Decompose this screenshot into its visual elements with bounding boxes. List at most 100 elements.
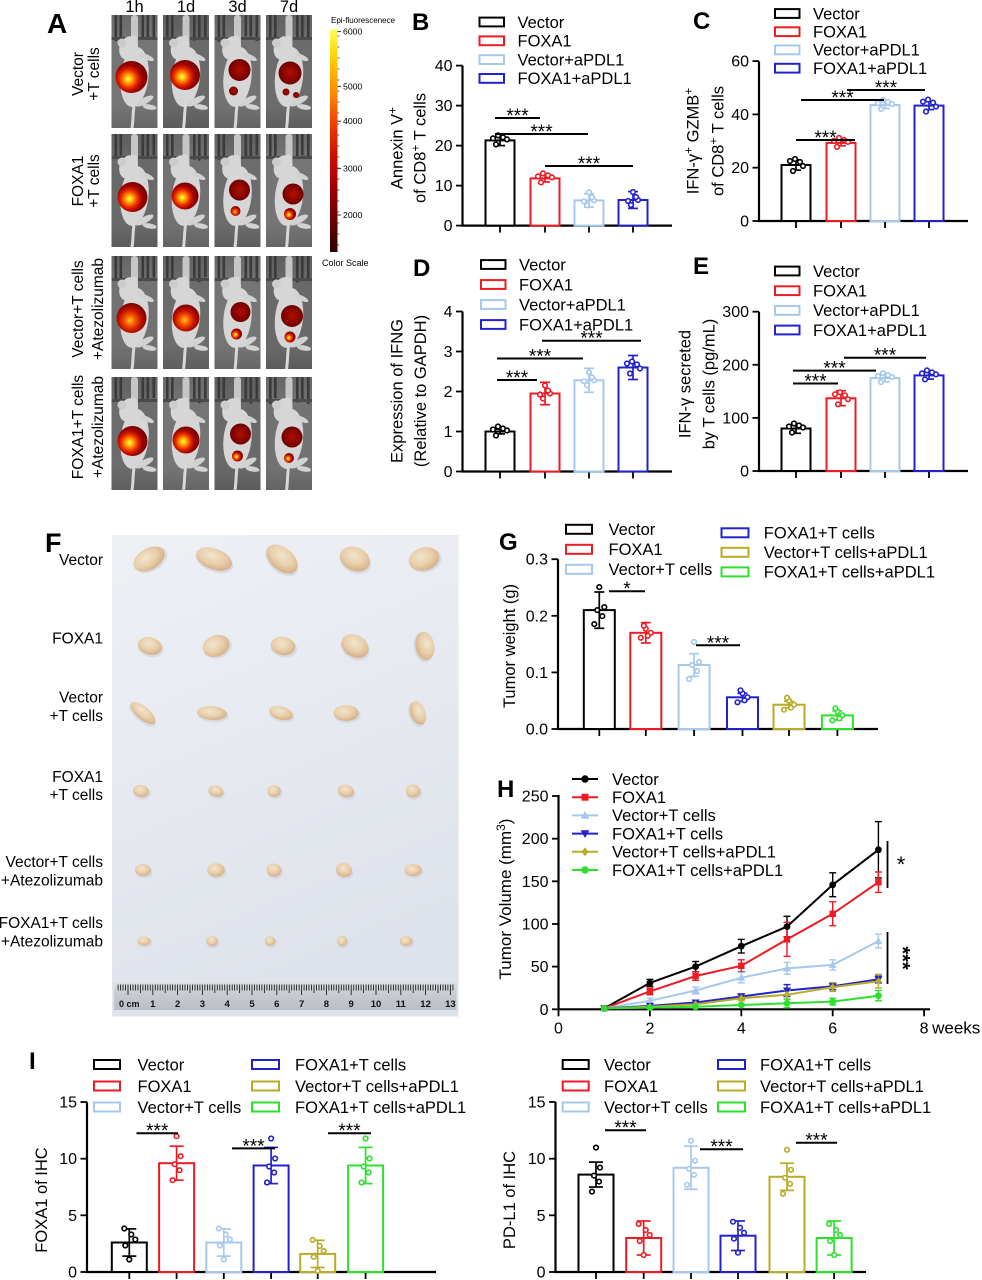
svg-text:***: *** <box>804 372 827 393</box>
svg-text:FOXA1+aPDL1: FOXA1+aPDL1 <box>813 322 927 340</box>
svg-text:***: *** <box>875 78 898 99</box>
svg-text:FOXA1: FOXA1 <box>604 1078 658 1096</box>
svg-text:FOXA1: FOXA1 <box>518 33 572 51</box>
svg-text:Vector+T cells+aPDL1: Vector+T cells+aPDL1 <box>295 1078 459 1096</box>
svg-text:Vector: Vector <box>813 263 860 281</box>
svg-text:20: 20 <box>731 160 749 177</box>
svg-text:+T cells: +T cells <box>49 787 103 804</box>
svg-text:Expression of IFNG: Expression of IFNG <box>389 319 407 463</box>
svg-text:I: I <box>29 1048 36 1075</box>
svg-text:0.0: 0.0 <box>526 722 548 739</box>
svg-text:FOXA1+T cells+aPDL1: FOXA1+T cells+aPDL1 <box>295 1099 466 1117</box>
svg-text:Vector+aPDL1: Vector+aPDL1 <box>519 296 626 314</box>
svg-text:Vector+T cells+aPDL1: Vector+T cells+aPDL1 <box>760 1078 924 1096</box>
svg-text:60: 60 <box>731 54 749 71</box>
svg-text:Vector+aPDL1: Vector+aPDL1 <box>518 51 625 69</box>
svg-text:E: E <box>693 253 709 280</box>
svg-text:2: 2 <box>444 384 453 401</box>
svg-text:A: A <box>47 8 67 39</box>
svg-text:G: G <box>499 529 518 556</box>
svg-text:Vector: Vector <box>519 256 566 274</box>
svg-text:Vector+T cells+aPDL1: Vector+T cells+aPDL1 <box>612 844 776 862</box>
svg-text:weeks: weeks <box>931 1018 980 1037</box>
svg-text:7: 7 <box>299 999 304 1010</box>
svg-text:3: 3 <box>444 344 453 361</box>
svg-text:PD-L1 of IHC: PD-L1 of IHC <box>501 1151 519 1249</box>
svg-text:***: *** <box>823 359 846 380</box>
svg-text:4: 4 <box>737 1020 746 1037</box>
svg-text:0.1: 0.1 <box>526 665 548 682</box>
svg-text:***: *** <box>338 1121 361 1142</box>
svg-text:FOXA1: FOXA1 <box>813 283 867 301</box>
svg-text:Vector+T cells: Vector+T cells <box>604 1099 708 1117</box>
svg-text:2000: 2000 <box>343 210 362 220</box>
svg-text:FOXA1+T cells: FOXA1+T cells <box>612 825 723 843</box>
svg-text:+T cells: +T cells <box>49 708 103 725</box>
svg-text:FOXA1+T cells: FOXA1+T cells <box>0 915 103 932</box>
svg-text:***: *** <box>805 1131 828 1152</box>
svg-text:Vector: Vector <box>612 771 659 789</box>
svg-text:100: 100 <box>522 917 549 934</box>
svg-text:FOXA1+T cells+aPDL1: FOXA1+T cells+aPDL1 <box>764 564 935 582</box>
svg-text:FOXA1: FOXA1 <box>52 769 103 786</box>
svg-text:10: 10 <box>528 1151 546 1168</box>
svg-text:2: 2 <box>175 999 180 1010</box>
svg-text:+Atezolizumab: +Atezolizumab <box>90 258 107 360</box>
svg-text:200: 200 <box>722 357 749 374</box>
svg-text:Vector: Vector <box>59 552 103 569</box>
svg-text:FOXA1+aPDL1: FOXA1+aPDL1 <box>518 70 632 88</box>
svg-text:FOXA1+T cells: FOXA1+T cells <box>70 375 87 480</box>
svg-text:FOXA1+aPDL1: FOXA1+aPDL1 <box>813 60 927 78</box>
svg-text:Vector+T cells: Vector+T cells <box>609 561 713 579</box>
svg-text:1h: 1h <box>125 0 143 16</box>
svg-text:0: 0 <box>554 1020 563 1037</box>
svg-text:1d: 1d <box>177 0 195 16</box>
svg-text:Tumor weight (g): Tumor weight (g) <box>501 584 519 708</box>
svg-text:0 cm: 0 cm <box>119 999 140 1009</box>
svg-text:6: 6 <box>274 999 279 1010</box>
svg-text:10: 10 <box>435 178 453 195</box>
svg-text:FOXA1: FOXA1 <box>813 24 867 42</box>
svg-text:Annexin V+: Annexin V+ <box>386 107 407 189</box>
svg-text:5: 5 <box>68 1208 77 1225</box>
svg-text:D: D <box>413 255 430 282</box>
svg-text:5: 5 <box>249 999 255 1010</box>
svg-text:FOXA1: FOXA1 <box>612 789 666 807</box>
svg-text:FOXA1+T cells+aPDL1: FOXA1+T cells+aPDL1 <box>612 862 783 880</box>
svg-text:IFN-γ+ GZMB+: IFN-γ+ GZMB+ <box>682 88 703 195</box>
svg-text:6: 6 <box>828 1020 837 1037</box>
svg-text:***: *** <box>707 633 730 654</box>
svg-text:3d: 3d <box>228 0 246 16</box>
svg-text:***: *** <box>529 347 552 368</box>
svg-text:50: 50 <box>531 959 549 976</box>
svg-text:3000: 3000 <box>343 164 362 174</box>
svg-text:0: 0 <box>68 1265 77 1280</box>
svg-text:Vector: Vector <box>70 52 87 96</box>
svg-text:of CD8+ T cells: of CD8+ T cells <box>707 86 728 196</box>
svg-text:300: 300 <box>722 304 749 321</box>
svg-text:5000: 5000 <box>343 81 362 91</box>
svg-text:20: 20 <box>435 138 453 155</box>
svg-text:Color Scale: Color Scale <box>322 258 369 268</box>
svg-text:200: 200 <box>522 831 549 848</box>
svg-text:0.2: 0.2 <box>526 608 548 625</box>
svg-text:***: *** <box>891 946 913 970</box>
svg-text:***: *** <box>530 122 553 143</box>
svg-text:0: 0 <box>740 214 749 231</box>
svg-text:***: *** <box>242 1136 265 1157</box>
svg-text:***: *** <box>814 128 837 149</box>
svg-text:4000: 4000 <box>343 116 362 126</box>
svg-text:FOXA1: FOXA1 <box>519 276 573 294</box>
svg-text:2: 2 <box>645 1020 654 1037</box>
svg-text:30: 30 <box>435 98 453 115</box>
svg-text:Vector+T cells: Vector+T cells <box>6 854 104 871</box>
svg-text:250: 250 <box>522 789 549 806</box>
svg-text:7d: 7d <box>280 0 298 16</box>
svg-text:Vector+aPDL1: Vector+aPDL1 <box>813 302 920 320</box>
svg-text:Vector+T cells: Vector+T cells <box>70 260 87 358</box>
svg-text:0: 0 <box>540 1002 549 1019</box>
svg-text:Epi-fluorescenece: Epi-fluorescenece <box>331 16 396 25</box>
svg-text:1: 1 <box>150 999 156 1010</box>
svg-text:5: 5 <box>537 1208 546 1225</box>
svg-text:100: 100 <box>722 410 749 427</box>
